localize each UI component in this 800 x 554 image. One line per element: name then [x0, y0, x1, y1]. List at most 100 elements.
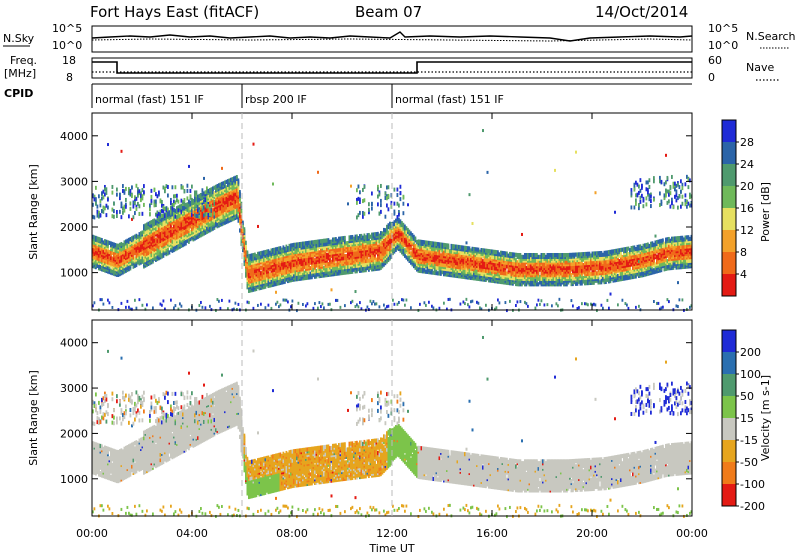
power-cell — [167, 185, 169, 189]
power-cell — [406, 299, 408, 302]
power-cell — [130, 201, 132, 205]
power-cell — [151, 195, 153, 199]
freq-tick-top: 18 — [62, 54, 76, 67]
power-cell — [302, 303, 304, 306]
power-cell — [307, 302, 309, 305]
power-cell — [178, 200, 180, 204]
power-cell — [356, 201, 358, 205]
power-cell — [106, 213, 108, 217]
power-cell — [161, 200, 163, 204]
power-cell — [466, 298, 468, 301]
power-cell — [95, 186, 97, 190]
power-cell — [125, 205, 127, 209]
power-cell — [109, 301, 111, 304]
power-cell — [277, 301, 279, 304]
power-cell — [380, 210, 382, 214]
power-cell — [200, 301, 202, 304]
power-cell — [136, 307, 138, 310]
power-cell — [329, 303, 331, 306]
power-cell — [163, 299, 165, 302]
power-cell — [128, 214, 130, 218]
power-cell — [275, 291, 277, 294]
power-cell — [403, 211, 405, 215]
power-cell — [364, 185, 366, 189]
power-cell — [113, 209, 115, 213]
power-cell — [287, 300, 289, 303]
power-cell — [398, 203, 400, 207]
power-cell — [388, 185, 390, 189]
power-cell — [182, 186, 184, 190]
power-cell — [320, 305, 322, 308]
power-cell — [364, 212, 366, 216]
power-cell — [121, 215, 123, 219]
power-cell — [419, 303, 421, 306]
power-cell — [379, 305, 381, 308]
power-cell — [125, 187, 127, 191]
power-cell — [146, 303, 148, 306]
power-cell — [257, 304, 259, 307]
power-cell — [248, 301, 250, 304]
nsearch-trace — [92, 39, 692, 41]
power-cell — [125, 198, 127, 202]
power-cell — [112, 306, 114, 309]
power-cell — [331, 288, 333, 291]
power-cell — [107, 143, 109, 146]
power-cell — [196, 190, 198, 194]
power-cell — [472, 300, 474, 303]
power-cell — [292, 300, 294, 303]
power-cell — [322, 302, 324, 305]
power-cell — [313, 307, 315, 310]
freq-unit-label: [MHz] — [4, 67, 36, 80]
power-cell — [439, 307, 441, 310]
power-cell — [121, 302, 123, 305]
power-cell — [100, 214, 102, 218]
power-cell — [337, 299, 339, 302]
power-cell — [175, 304, 177, 307]
power-cell — [340, 306, 342, 309]
power-cell — [154, 188, 156, 192]
power-cell — [119, 193, 121, 197]
power-cell — [187, 189, 189, 193]
power-cell — [122, 184, 124, 188]
power-cell — [368, 208, 370, 212]
power-cell — [172, 185, 174, 189]
nsky-tick-top: 10^5 — [52, 22, 82, 35]
power-cell — [106, 187, 108, 191]
power-cell — [236, 308, 238, 311]
power-cell — [119, 210, 121, 214]
power-cell — [142, 212, 144, 216]
power-cell — [199, 304, 201, 307]
power-cell — [317, 307, 319, 310]
power-cell — [253, 307, 255, 310]
power-cell — [257, 225, 259, 228]
power-cell — [151, 189, 153, 193]
power-cell — [433, 306, 435, 309]
date-title: 14/Oct/2014 — [595, 3, 688, 21]
power-cell — [94, 301, 96, 304]
power-cell — [116, 193, 118, 197]
power-cell — [368, 202, 370, 206]
power-cell — [356, 188, 358, 192]
freq-trace — [92, 62, 692, 73]
power-cell — [344, 304, 346, 307]
power-cell — [323, 306, 325, 309]
power-cell — [265, 306, 267, 309]
power-cell — [184, 198, 186, 202]
power-cell — [95, 197, 97, 201]
power-cell — [112, 185, 114, 189]
power-cell — [239, 190, 241, 194]
power-cell — [253, 143, 255, 146]
power-cell — [143, 203, 145, 207]
cpid-label: CPID — [4, 87, 33, 100]
power-cell — [107, 299, 109, 302]
power-cell — [394, 303, 396, 306]
power-cell — [407, 203, 409, 206]
power-cell — [190, 194, 192, 198]
power-cell — [139, 204, 141, 208]
power-cell — [133, 215, 135, 219]
power-cell — [377, 202, 379, 206]
power-cell — [127, 300, 129, 303]
power-cell — [184, 189, 186, 193]
freq-strip-frame — [92, 58, 692, 78]
station-title: Fort Hays East (fitACF) — [90, 3, 259, 21]
